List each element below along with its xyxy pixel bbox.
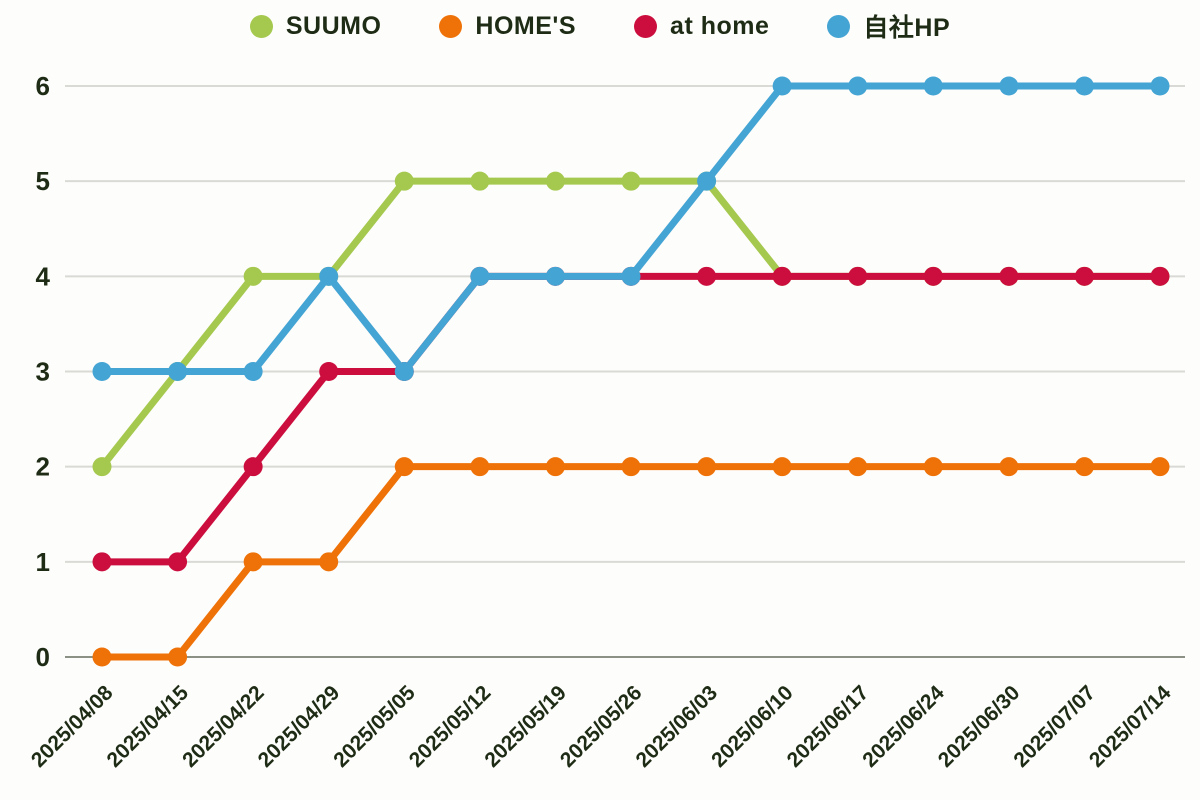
data-point bbox=[697, 266, 717, 286]
y-tick-label: 3 bbox=[36, 357, 50, 387]
data-point bbox=[1150, 76, 1170, 96]
legend-label: at home bbox=[670, 11, 770, 40]
legend-item-自社hp[interactable]: 自社HP bbox=[827, 8, 950, 44]
data-point bbox=[470, 457, 490, 477]
data-point bbox=[243, 266, 263, 286]
data-point bbox=[999, 76, 1019, 96]
legend-color-dot-icon bbox=[634, 14, 658, 38]
legend-color-dot-icon bbox=[827, 14, 851, 38]
data-point bbox=[923, 76, 943, 96]
x-tick-label: 2025/07/14 bbox=[1085, 681, 1176, 772]
data-point bbox=[621, 457, 641, 477]
series-at-home bbox=[92, 266, 1170, 572]
data-point bbox=[168, 552, 188, 572]
data-point bbox=[697, 457, 717, 477]
data-point bbox=[1150, 457, 1170, 477]
data-point bbox=[92, 647, 112, 667]
y-tick-label: 5 bbox=[36, 166, 50, 196]
legend-item-at-home[interactable]: at home bbox=[634, 12, 769, 41]
data-point bbox=[848, 266, 868, 286]
series-home-s bbox=[92, 457, 1170, 667]
data-point bbox=[1074, 457, 1094, 477]
y-tick-label: 6 bbox=[36, 71, 50, 101]
data-point bbox=[319, 362, 339, 381]
data-point bbox=[168, 362, 188, 381]
data-point bbox=[470, 171, 490, 191]
data-point bbox=[92, 362, 112, 381]
data-point bbox=[621, 266, 641, 286]
series-suumo bbox=[92, 171, 1170, 477]
data-point bbox=[243, 457, 263, 477]
legend-color-dot-icon bbox=[249, 14, 273, 38]
legend-item-suumo[interactable]: SUUMO bbox=[249, 11, 382, 41]
data-point bbox=[545, 266, 565, 286]
legend-label: 自社HP bbox=[863, 14, 951, 42]
data-point bbox=[848, 76, 868, 96]
data-point bbox=[545, 171, 565, 191]
data-point bbox=[92, 552, 112, 572]
legend-item-home-s[interactable]: HOME'S bbox=[439, 12, 576, 41]
data-point bbox=[1150, 266, 1170, 286]
data-point bbox=[772, 266, 792, 286]
data-point bbox=[319, 552, 339, 572]
y-tick-label: 4 bbox=[36, 261, 51, 291]
data-point bbox=[772, 457, 792, 477]
y-tick-label: 2 bbox=[36, 452, 50, 482]
legend-label: HOME'S bbox=[475, 11, 577, 40]
data-point bbox=[394, 457, 414, 477]
data-point bbox=[394, 171, 414, 191]
data-point bbox=[319, 266, 339, 286]
data-point bbox=[243, 362, 263, 381]
data-point bbox=[92, 457, 112, 477]
data-point bbox=[923, 266, 943, 286]
data-point bbox=[470, 266, 490, 286]
data-point bbox=[923, 457, 943, 477]
data-point bbox=[697, 171, 717, 191]
data-point bbox=[168, 647, 188, 667]
series-自社hp bbox=[92, 76, 1170, 381]
data-point bbox=[545, 457, 565, 477]
series-line bbox=[98, 177, 1164, 471]
data-point bbox=[999, 457, 1019, 477]
data-point bbox=[621, 171, 641, 191]
legend-color-dot-icon bbox=[439, 14, 463, 38]
y-tick-label: 0 bbox=[36, 642, 50, 672]
data-point bbox=[999, 266, 1019, 286]
series-line bbox=[98, 82, 1164, 375]
legend-label: SUUMO bbox=[285, 11, 382, 40]
data-point bbox=[772, 76, 792, 96]
data-point bbox=[394, 362, 414, 381]
data-point bbox=[1074, 76, 1094, 96]
data-point bbox=[848, 457, 868, 477]
data-point bbox=[243, 552, 263, 572]
data-point bbox=[1074, 266, 1094, 286]
y-tick-label: 1 bbox=[36, 547, 50, 577]
series-line bbox=[98, 272, 1164, 566]
chart-legend: SUUMO HOME'S at home 自社HP bbox=[0, 8, 1200, 44]
